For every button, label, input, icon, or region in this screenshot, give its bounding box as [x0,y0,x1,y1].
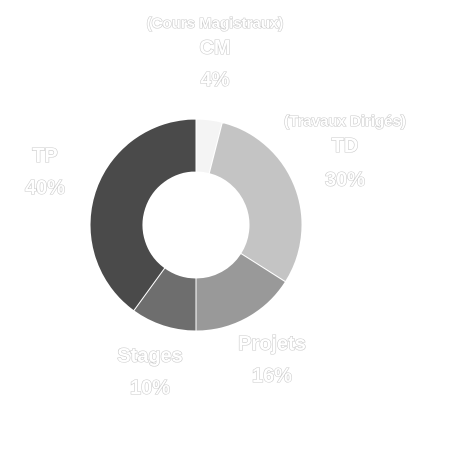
slice-label-stages: Stages [117,345,183,367]
slice-labels-group: (Cours Magistraux) CM 4% (Travaux Dirigés) T… [24,14,406,399]
slice-label-tp: TP [32,145,58,167]
slice-percent-stages: 10% [130,377,170,399]
slice-tp [89,118,197,312]
slice-percent-td: 30% [325,169,365,191]
slice-label-cm: CM [199,37,230,59]
slices-group [89,118,303,332]
slice-percent-tp: 40% [25,177,65,199]
slice-sublabel-cm: (Cours Magistraux) [147,15,284,32]
slice-percent-cm: 4% [201,69,230,91]
slice-sublabel-td: (Travaux Dirigés) [284,113,406,130]
slice-td [208,121,303,283]
slice-label-td: TD [332,135,359,157]
slice-percent-projets: 16% [252,365,292,387]
slice-label-projets: Projets [238,333,306,355]
